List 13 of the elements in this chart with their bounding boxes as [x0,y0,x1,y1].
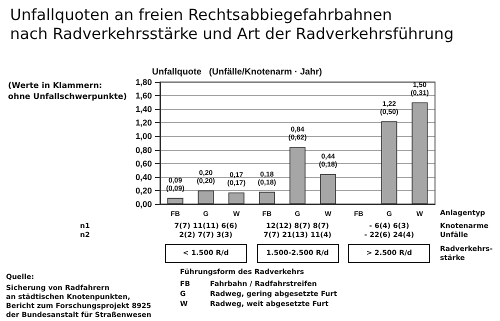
y-tick-label: 1,80 [135,77,152,87]
y-tick-label: 1,00 [135,131,152,142]
y-tick-label: 0,20 [135,185,152,196]
text: (Werte in Klammern: ohne Unfallschwerpunkte) [8,80,127,102]
y-tick-label: 1,40 [135,104,152,114]
chart-title: Unfallquoten an freien Rechtsabbiegefahrbahnen nach Radverkehrsstärke und Art der Radverkehrsführung [10,6,454,44]
y-tick-label: 1,20 [135,118,152,128]
y-tick-label: 0,60 [135,158,152,168]
y-tick-label: 1,60 [135,90,152,101]
y-tick-label: 0,00 [135,199,152,209]
y-tick-label: 0,80 [135,144,152,155]
y-axis-title: Unfallquote (Unfälle/Knotenarm · Jahr) [152,66,322,76]
y-tick-label: 0,40 [135,172,152,182]
